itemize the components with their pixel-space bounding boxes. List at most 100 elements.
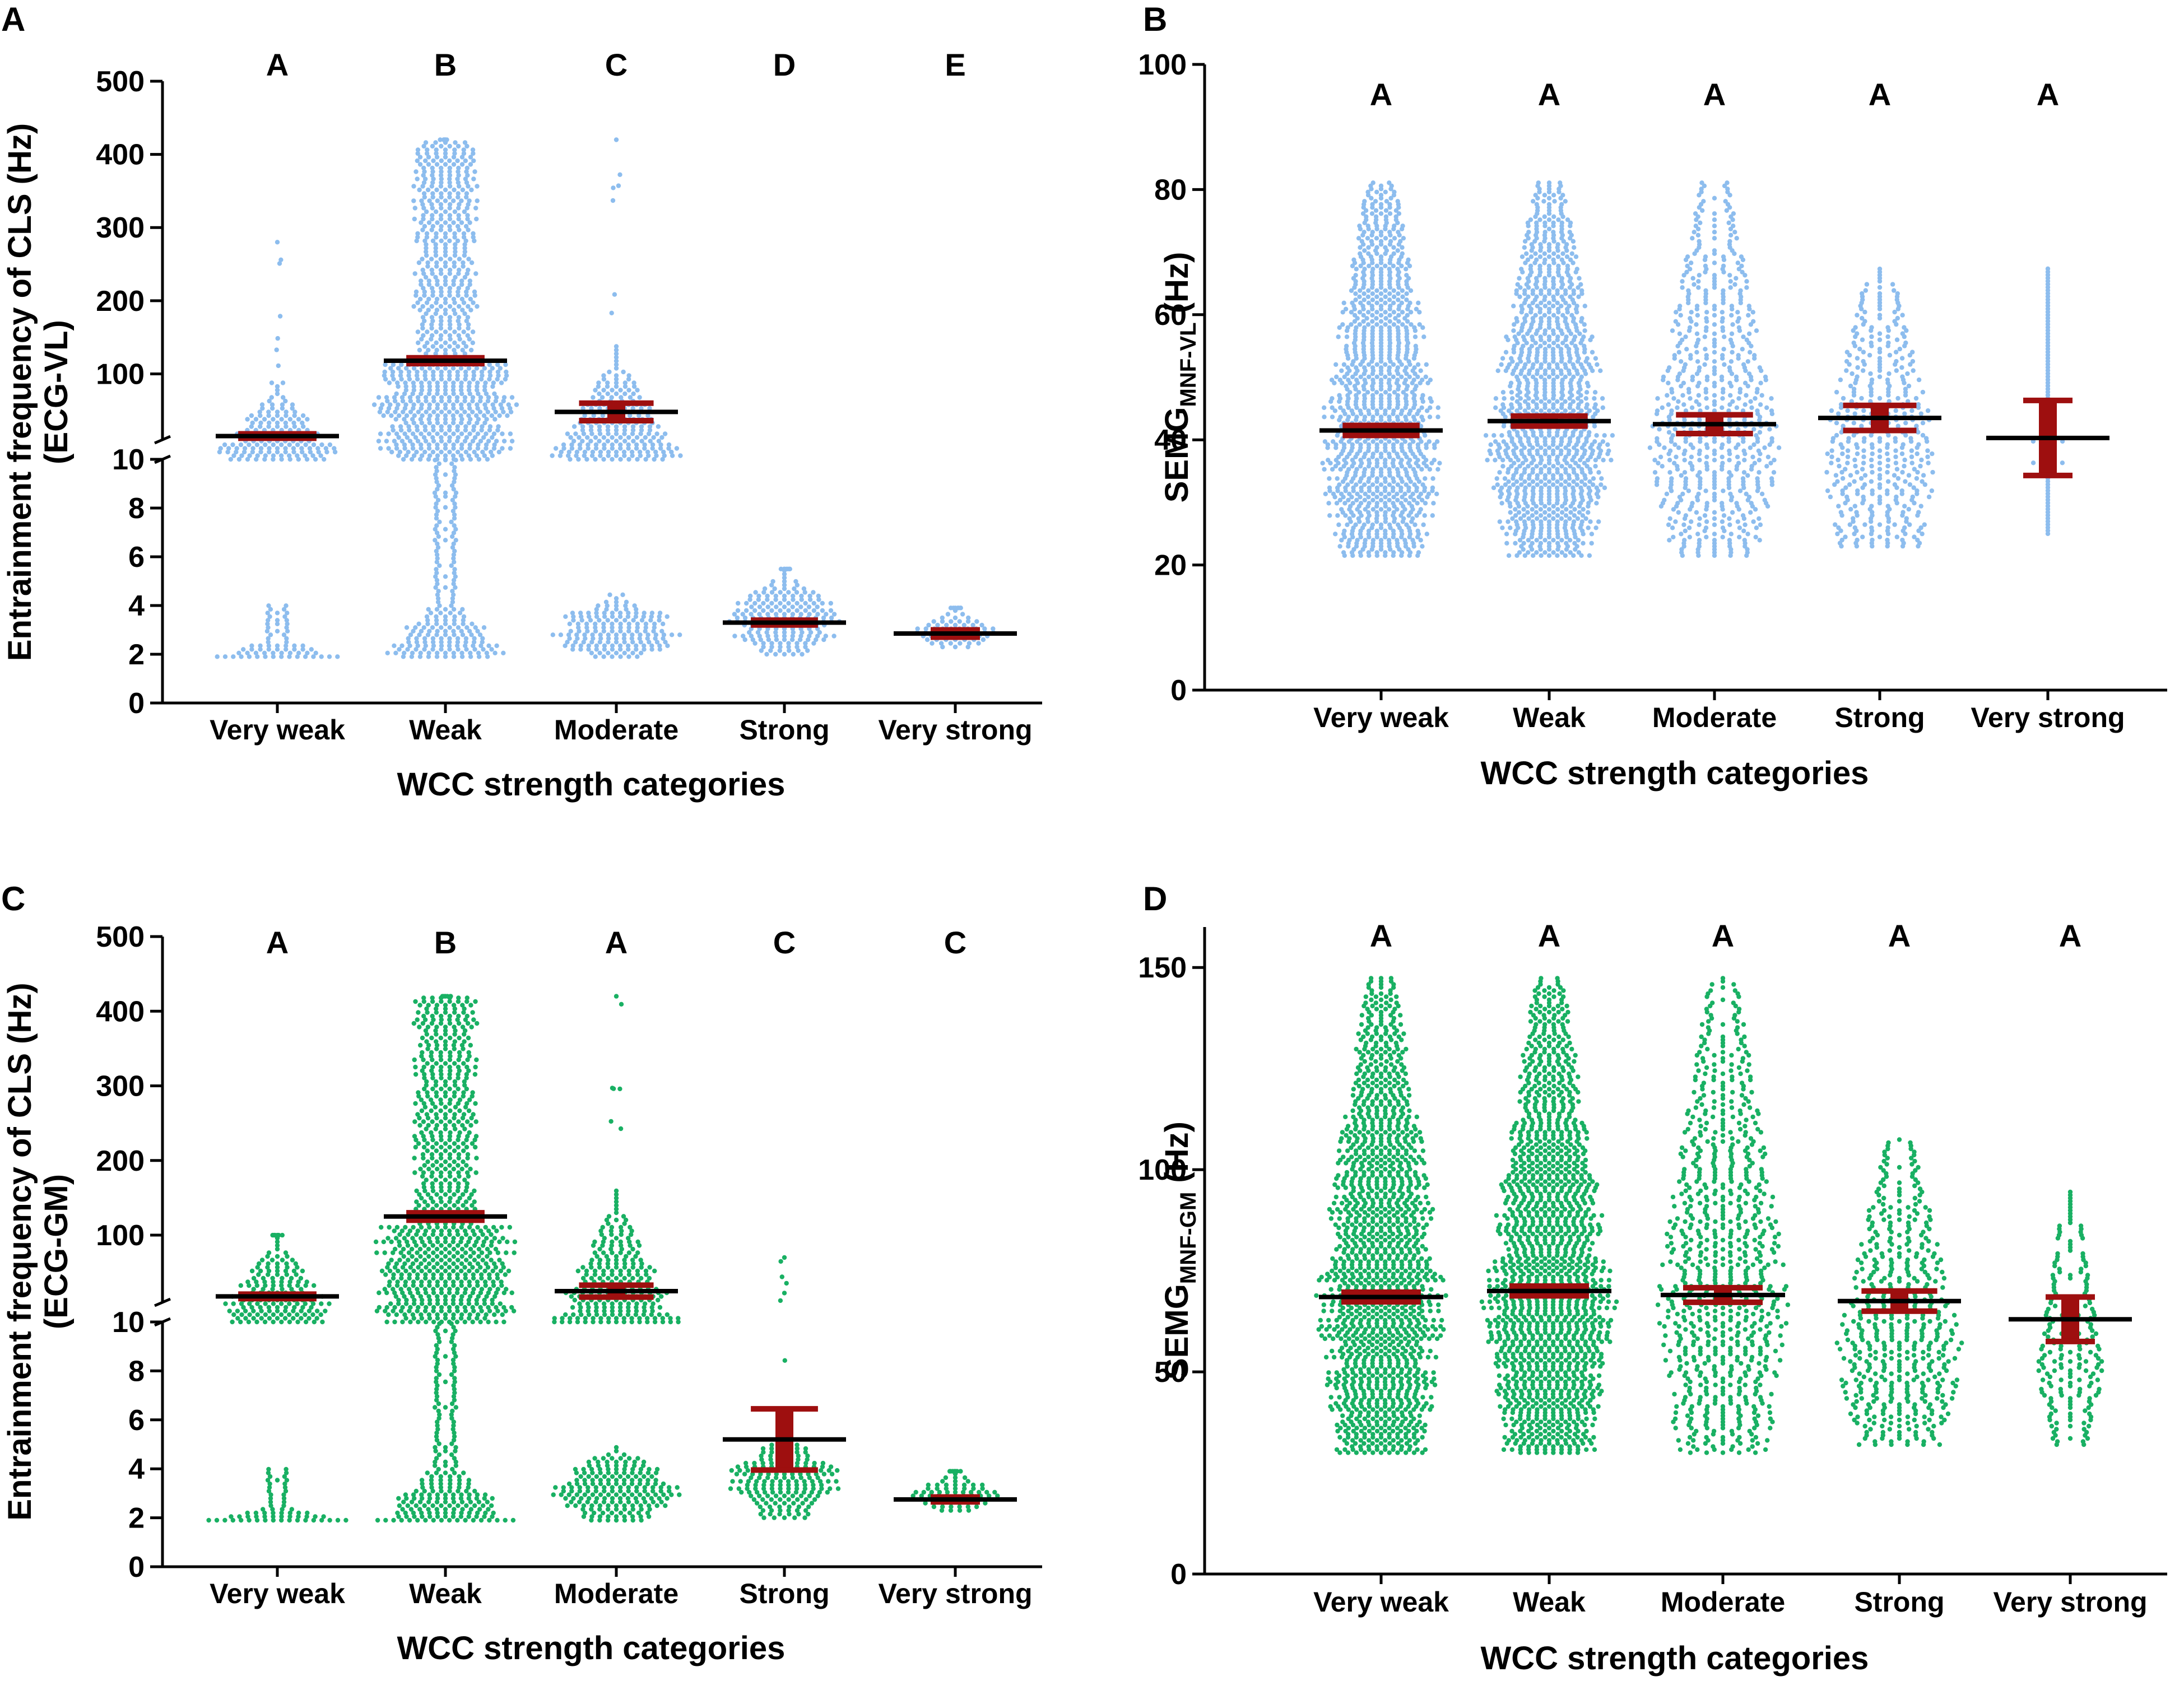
data-point: [1750, 310, 1755, 315]
data-point: [434, 340, 439, 346]
data-point: [490, 384, 495, 389]
data-point: [1555, 479, 1560, 484]
data-point: [638, 640, 643, 645]
data-point: [439, 223, 444, 229]
data-point: [1374, 300, 1379, 305]
data-point: [509, 439, 515, 444]
data-point: [1365, 223, 1370, 229]
data-point: [467, 406, 472, 411]
data-point: [434, 578, 440, 583]
data-point: [651, 628, 656, 634]
data-point: [487, 369, 492, 375]
data-point: [1744, 337, 1749, 342]
data-point: [431, 439, 436, 444]
data-point: [958, 641, 963, 646]
data-point: [1885, 504, 1890, 509]
data-point: [398, 424, 403, 429]
data-point: [419, 628, 424, 634]
data-point: [508, 431, 513, 436]
data-point: [475, 402, 480, 407]
data-point: [626, 457, 631, 462]
data-point: [1408, 288, 1414, 293]
data-point: [452, 523, 457, 528]
data-point: [1686, 525, 1692, 530]
data-point: [1336, 522, 1341, 527]
data-point: [755, 630, 761, 635]
data-point: [402, 431, 407, 436]
data-point: [915, 626, 920, 631]
data-point: [782, 571, 787, 577]
data-point: [426, 446, 432, 451]
data-point: [1511, 328, 1516, 333]
data-point: [448, 611, 453, 616]
data-point: [1674, 310, 1679, 315]
data-point: [1387, 297, 1392, 302]
data-point: [1534, 550, 1539, 555]
data-point: [1370, 415, 1376, 420]
data-point: [805, 648, 810, 653]
data-point: [1686, 288, 1691, 293]
data-point: [263, 654, 268, 659]
data-point: [1704, 534, 1709, 539]
data-point: [269, 402, 275, 407]
data-point: [618, 628, 623, 634]
data-point: [443, 431, 448, 436]
data-point: [1570, 399, 1576, 404]
data-point: [422, 169, 427, 174]
data-point: [622, 618, 628, 623]
data-point: [1737, 387, 1743, 392]
data-point: [924, 637, 930, 642]
data-point: [1565, 217, 1570, 222]
data-point: [1347, 504, 1353, 509]
data-point: [1528, 254, 1534, 259]
data-point: [471, 424, 477, 429]
data-point: [1672, 460, 1677, 465]
data-point: [465, 213, 470, 218]
data-point: [434, 162, 440, 167]
data-point: [292, 409, 298, 415]
data-point: [1400, 310, 1405, 315]
data-point: [1605, 442, 1610, 447]
data-point: [1374, 245, 1379, 250]
data-point: [419, 278, 424, 283]
data-point: [831, 634, 837, 639]
data-point: [584, 621, 589, 627]
data-point: [386, 431, 391, 436]
data-point: [1729, 304, 1735, 309]
data-point: [488, 449, 494, 455]
data-point: [287, 453, 292, 458]
data-point: [438, 333, 444, 338]
data-point: [1396, 522, 1401, 527]
data-point: [380, 402, 385, 407]
data-point: [635, 388, 640, 393]
data-point: [475, 384, 480, 389]
data-point: [1694, 399, 1699, 404]
data-point: [1359, 476, 1364, 481]
data-point: [422, 238, 427, 244]
data-point: [1358, 374, 1363, 379]
data-point: [493, 398, 499, 404]
data-point: [484, 650, 489, 656]
data-point: [803, 644, 808, 650]
y-tick-label: 300: [96, 212, 145, 244]
data-point: [579, 614, 584, 620]
data-point: [418, 417, 423, 422]
data-point: [1331, 439, 1336, 444]
data-point: [1510, 396, 1515, 401]
data-point: [1506, 553, 1512, 558]
data-point: [456, 647, 461, 652]
data-point: [1514, 374, 1519, 379]
data-point: [1729, 331, 1735, 336]
data-point: [431, 373, 436, 378]
data-point: [626, 625, 631, 630]
data-point: [1343, 306, 1349, 311]
data-point: [1521, 541, 1526, 546]
data-point: [1366, 550, 1371, 555]
data-point: [1572, 245, 1577, 250]
data-point: [1552, 199, 1557, 204]
data-point: [1352, 313, 1358, 318]
y-tick-label: 4: [128, 590, 145, 622]
data-point: [1354, 467, 1359, 472]
data-point: [1555, 242, 1560, 247]
data-point: [752, 608, 758, 613]
